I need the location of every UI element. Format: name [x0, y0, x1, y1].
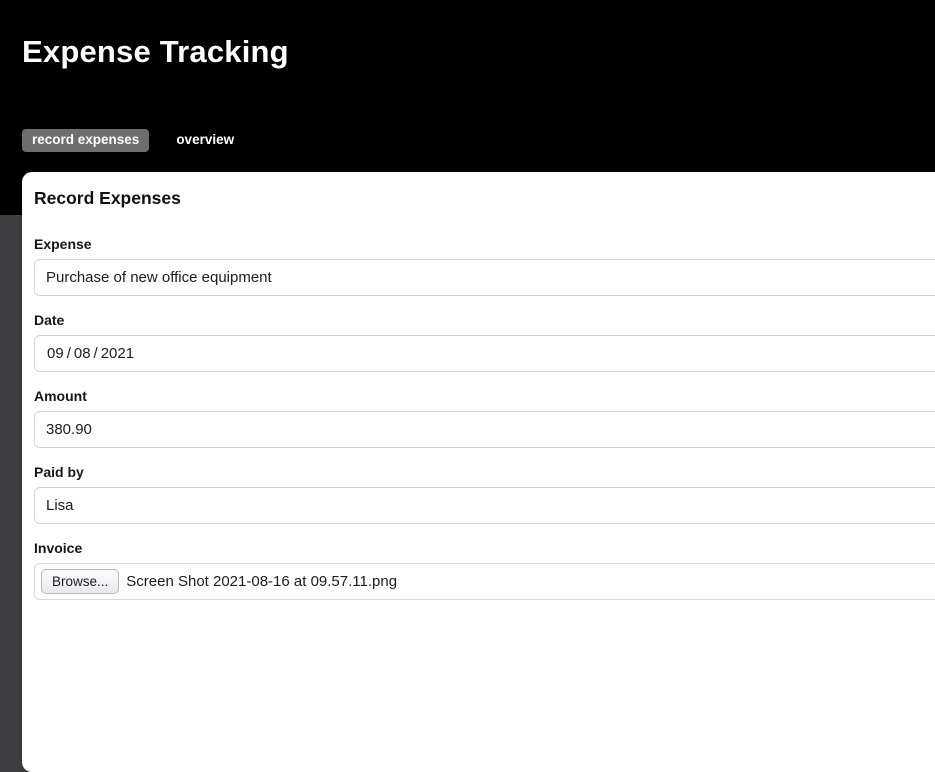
- record-expenses-card: Record Expenses Expense Date 09 / 08 / 2…: [22, 172, 935, 772]
- tab-bar: record expenses overview: [22, 129, 244, 152]
- date-month[interactable]: 09: [47, 345, 64, 362]
- invoice-field-group: Invoice Browse... Screen Shot 2021-08-16…: [34, 540, 935, 600]
- invoice-file-input[interactable]: Browse... Screen Shot 2021-08-16 at 09.5…: [34, 563, 935, 600]
- amount-field-group: Amount: [34, 388, 935, 448]
- browse-button[interactable]: Browse...: [41, 568, 120, 595]
- date-separator: /: [66, 345, 71, 362]
- amount-label: Amount: [34, 388, 87, 404]
- date-year[interactable]: 2021: [100, 345, 135, 362]
- tab-record-expenses[interactable]: record expenses: [22, 129, 150, 152]
- expense-label: Expense: [34, 236, 92, 252]
- invoice-label: Invoice: [34, 540, 83, 556]
- expense-input[interactable]: [34, 259, 935, 296]
- date-input[interactable]: 09 / 08 / 2021: [34, 335, 935, 372]
- date-field-group: Date 09 / 08 / 2021: [34, 312, 935, 372]
- page-title: Expense Tracking: [22, 34, 289, 69]
- tab-overview[interactable]: overview: [176, 132, 235, 147]
- date-separator: /: [93, 345, 98, 362]
- paid-by-label: Paid by: [34, 464, 84, 480]
- amount-input[interactable]: [34, 411, 935, 448]
- paid-by-input[interactable]: [34, 487, 935, 524]
- date-day[interactable]: 08: [73, 345, 91, 362]
- date-label: Date: [34, 312, 65, 328]
- card-heading: Record Expenses: [34, 188, 181, 208]
- invoice-filename: Screen Shot 2021-08-16 at 09.57.11.png: [126, 573, 398, 590]
- expense-field-group: Expense: [34, 236, 935, 296]
- paid-by-field-group: Paid by: [34, 464, 935, 524]
